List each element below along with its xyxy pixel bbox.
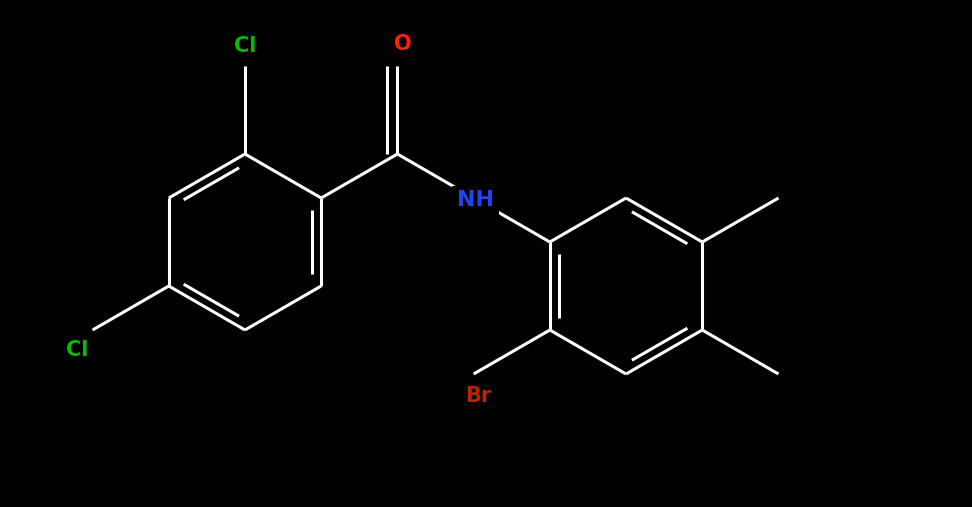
Text: Cl: Cl (65, 338, 90, 362)
Text: Br: Br (466, 386, 492, 406)
Text: Cl: Cl (232, 34, 258, 58)
Text: O: O (394, 34, 411, 54)
Text: Br: Br (464, 384, 494, 408)
Text: Cl: Cl (66, 340, 88, 360)
Text: NH: NH (457, 190, 494, 210)
Text: O: O (393, 32, 412, 56)
Text: NH: NH (455, 188, 497, 212)
Text: Cl: Cl (234, 36, 257, 56)
